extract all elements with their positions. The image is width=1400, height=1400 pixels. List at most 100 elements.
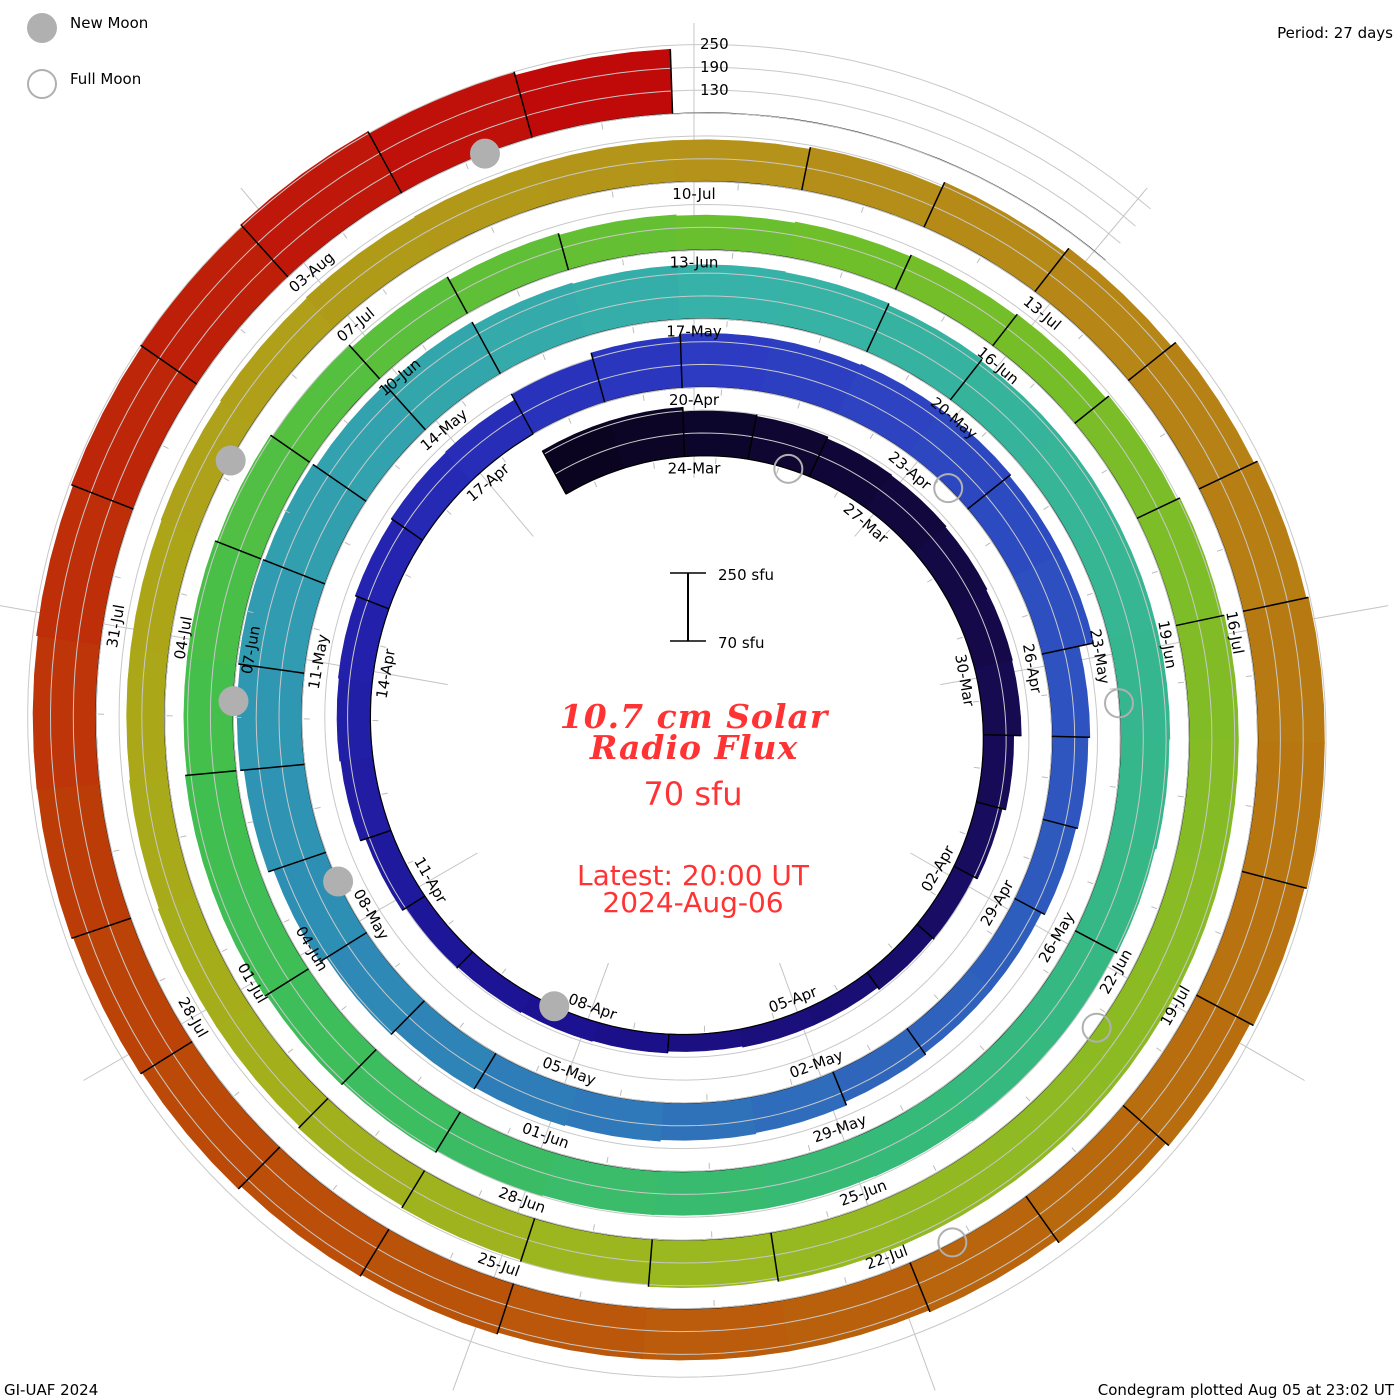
bar-edges: [71, 49, 1309, 1335]
day-tick: [478, 1190, 483, 1197]
day-tick: [932, 1165, 937, 1172]
date-label: 24-Mar: [668, 460, 722, 478]
bar-edge-line: [71, 484, 134, 510]
day-tick: [611, 191, 614, 198]
day-tick: [956, 636, 963, 640]
day-tick: [1025, 1096, 1031, 1102]
bar-edge-line: [866, 971, 880, 990]
day-tick: [826, 1211, 829, 1218]
bar-edge-line: [1041, 642, 1094, 655]
flux-bar: [682, 409, 758, 460]
full-moon-marker: [1081, 1012, 1112, 1043]
day-tick: [833, 492, 838, 498]
bar-edge-line: [1074, 930, 1118, 954]
flux-bar: [457, 951, 533, 1014]
bar-edge-line: [1198, 460, 1258, 490]
level-label-130: 130: [700, 81, 729, 99]
full-moon-marker: [933, 473, 964, 504]
radial-gridline: [854, 187, 1148, 537]
day-tick: [1041, 694, 1048, 697]
day-tick: [283, 919, 290, 923]
bar-edge-line: [679, 334, 683, 389]
flux-bar: [564, 1087, 664, 1142]
day-tick: [1029, 383, 1035, 389]
date-label: 31-Jul: [103, 603, 128, 649]
flux-bar: [36, 783, 132, 939]
bar-edge-line: [71, 917, 132, 939]
bar-edge-line: [1242, 596, 1309, 613]
flux-bar: [592, 1022, 670, 1054]
flux-bar: [974, 660, 1022, 736]
bar-edge-line: [801, 147, 812, 191]
day-tick: [601, 123, 604, 130]
day-tick: [1043, 505, 1049, 510]
bar-edge-line: [390, 1000, 426, 1035]
day-tick: [1246, 675, 1253, 677]
full-moon-legend-icon: [27, 69, 57, 99]
bar-edge-line: [541, 450, 567, 495]
flux-bar: [1241, 740, 1325, 889]
latest-date: 2024-Aug-06: [602, 886, 783, 919]
day-tick: [284, 509, 290, 514]
day-tick: [592, 1224, 596, 1231]
day-tick: [981, 431, 987, 437]
day-tick: [1156, 1047, 1162, 1052]
flux-bar: [236, 663, 306, 771]
day-tick: [887, 943, 893, 949]
day-tick: [180, 835, 187, 838]
bar-edge-line: [1014, 897, 1046, 916]
day-tick: [885, 529, 891, 535]
day-tick: [313, 628, 320, 631]
level-gridline-130: [72, 89, 1281, 1333]
day-tick: [501, 456, 506, 463]
bar-edge-line: [312, 463, 367, 502]
day-tick: [343, 419, 349, 425]
day-tick: [450, 1252, 454, 1259]
bar-edge-line: [832, 1071, 848, 1106]
bar-edge-line: [390, 518, 423, 541]
bar-edge-line: [590, 352, 606, 403]
bar-edge-line: [909, 1262, 931, 1313]
day-tick: [869, 433, 874, 440]
day-tick: [407, 860, 414, 864]
bar-edge-line: [1042, 818, 1078, 830]
day-tick: [622, 259, 624, 266]
bar-edge-line: [264, 968, 309, 997]
scale-bar-bottom-label: 70 sfu: [718, 634, 764, 652]
level-label-250: 250: [700, 35, 729, 53]
day-tick: [976, 257, 981, 264]
day-tick: [771, 1012, 775, 1019]
day-tick: [381, 792, 388, 795]
flux-bar: [336, 677, 374, 762]
date-label: 13-Jun: [670, 254, 719, 272]
day-tick: [1043, 969, 1049, 974]
day-tick: [905, 374, 910, 381]
day-tick: [247, 610, 254, 614]
day-tick: [375, 1130, 380, 1136]
day-tick: [344, 541, 351, 546]
full-moon-legend-label: Full Moon: [70, 70, 141, 88]
bar-edge-line: [359, 1228, 390, 1277]
bar-edge-line: [434, 1111, 461, 1153]
bar-edge-line: [496, 1283, 515, 1335]
bar-edge-line: [983, 733, 1022, 737]
bar-edge-line: [647, 1239, 654, 1287]
bar-edge-line: [1241, 870, 1307, 890]
date-label: 10-Jul: [672, 185, 715, 203]
day-tick: [240, 328, 246, 334]
bar-edge-line: [1175, 614, 1225, 627]
flux-bar: [1014, 818, 1077, 915]
bar-edge-line: [1034, 247, 1070, 293]
new-moon-marker: [539, 991, 570, 1022]
day-tick: [965, 1225, 970, 1232]
level-gridlines: [27, 43, 1327, 1378]
day-tick: [1109, 785, 1116, 788]
day-tick: [1159, 433, 1166, 438]
bar-edge-line: [298, 1097, 329, 1129]
day-tick: [1245, 805, 1252, 807]
flux-bar: [414, 163, 551, 254]
day-tick: [844, 1277, 847, 1284]
day-tick: [1151, 570, 1158, 574]
day-tick: [1216, 548, 1223, 552]
day-tick: [807, 1145, 811, 1152]
